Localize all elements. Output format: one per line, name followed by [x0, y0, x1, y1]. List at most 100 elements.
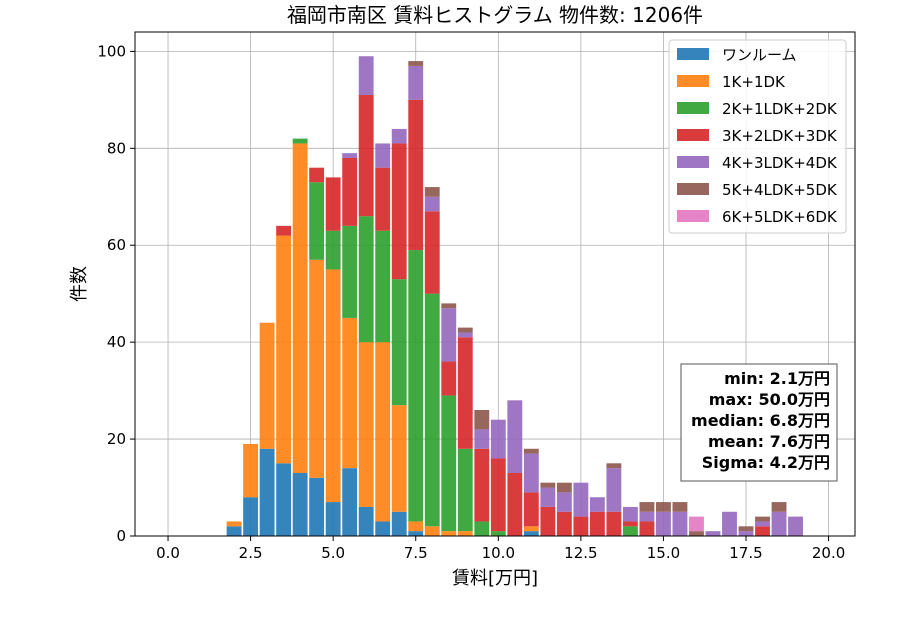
bar-series2-bin-16 — [490, 531, 506, 536]
bar-series5-bin-11 — [408, 61, 424, 66]
bar-series3-bin-5 — [309, 167, 325, 183]
bar-series0-bin-3 — [276, 463, 292, 536]
bar-series4-bin-15 — [474, 429, 490, 449]
legend-swatch-3 — [677, 129, 709, 141]
stats-max: max: 50.0万円 — [709, 390, 830, 409]
legend-swatch-0 — [677, 48, 709, 60]
bar-series2-bin-5 — [309, 182, 325, 260]
bar-series4-bin-24 — [622, 506, 638, 522]
x-tick-label-8: 20.0 — [812, 544, 845, 562]
bar-series4-bin-34 — [788, 516, 803, 536]
x-tick-label-7: 17.5 — [729, 544, 762, 562]
bar-series1-bin-18 — [523, 526, 539, 532]
bar-series5-bin-32 — [755, 516, 770, 522]
bar-series3-bin-19 — [540, 506, 556, 536]
bar-series5-bin-33 — [771, 502, 787, 512]
bar-series0-bin-11 — [408, 531, 424, 536]
bar-series4-bin-30 — [722, 511, 737, 536]
bar-series3-bin-9 — [375, 167, 391, 231]
x-tick-label-5: 12.5 — [564, 544, 597, 562]
bar-series5-bin-18 — [523, 448, 539, 454]
bar-series5-bin-20 — [556, 482, 572, 493]
bar-series3-bin-12 — [424, 211, 440, 294]
bar-series3-bin-10 — [391, 143, 407, 280]
bar-series3-bin-18 — [523, 492, 539, 527]
bar-series2-bin-6 — [325, 230, 341, 270]
bar-series1-bin-8 — [358, 342, 374, 507]
bar-series3-bin-13 — [441, 361, 457, 396]
bar-series3-bin-23 — [606, 511, 622, 536]
bar-series2-bin-4 — [292, 138, 308, 144]
bar-series3-bin-25 — [639, 521, 655, 536]
stats-median: median: 6.8万円 — [691, 411, 830, 430]
bar-series0-bin-18 — [523, 531, 539, 536]
y-axis-ticks: 0 20 40 60 80 100 — [97, 42, 135, 545]
x-tick-label-0: 0.0 — [156, 544, 180, 562]
bar-series4-bin-22 — [589, 497, 605, 512]
y-tick-label-2: 40 — [107, 333, 126, 351]
bar-series0-bin-4 — [292, 473, 308, 536]
legend-label-6: 6K+5LDK+6DK — [722, 208, 838, 226]
bar-series4-bin-14 — [457, 332, 473, 338]
bar-series1-bin-1 — [243, 443, 259, 498]
bar-series4-bin-26 — [656, 511, 671, 536]
x-tick-label-6: 15.0 — [647, 544, 680, 562]
bar-series4-bin-21 — [573, 482, 589, 517]
bar-series2-bin-14 — [457, 448, 473, 532]
y-tick-label-3: 60 — [107, 236, 126, 254]
bar-series1-bin-4 — [292, 143, 308, 473]
bar-series5-bin-27 — [672, 502, 688, 512]
stats-frame — [680, 363, 838, 482]
bar-series3-bin-20 — [556, 511, 572, 536]
bar-series4-bin-7 — [342, 153, 358, 158]
bar-series3-bin-14 — [457, 337, 473, 449]
bar-series4-bin-25 — [639, 511, 655, 522]
bar-series1-bin-3 — [276, 235, 292, 464]
legend: ワンルーム 1K+1DK 2K+1LDK+2DK 3K+2LDK+3DK 4K+3LDK… — [668, 39, 847, 234]
legend-swatch-1 — [677, 75, 709, 87]
bar-series5-bin-28 — [689, 531, 704, 536]
bar-series1-bin-0 — [226, 521, 242, 527]
bar-series1-bin-12 — [424, 526, 440, 536]
bar-series2-bin-10 — [391, 279, 407, 406]
bar-series5-bin-23 — [606, 463, 622, 469]
bar-series5-bin-15 — [474, 410, 490, 430]
bar-series5-bin-31 — [738, 526, 754, 532]
bar-series3-bin-32 — [755, 526, 770, 536]
bar-series1-bin-2 — [259, 322, 275, 449]
bar-series5-bin-13 — [441, 303, 457, 309]
bar-series0-bin-10 — [391, 511, 407, 536]
bar-series4-bin-13 — [441, 308, 457, 362]
bar-series0-bin-8 — [358, 506, 374, 536]
plot-frame — [134, 31, 856, 537]
bar-series1-bin-11 — [408, 521, 424, 532]
stats-box: min: 2.1万円 max: 50.0万円 median: 6.8万円 mea… — [680, 363, 838, 482]
y-tick-label-4: 80 — [107, 139, 126, 157]
bar-series0-bin-7 — [342, 468, 358, 536]
bar-series4-bin-20 — [556, 492, 572, 512]
legend-swatch-6 — [677, 210, 709, 222]
bar-series4-bin-11 — [408, 65, 424, 100]
bar-series1-bin-5 — [309, 259, 325, 478]
y-axis-label: 件数 — [69, 266, 90, 302]
x-tick-label-1: 2.5 — [239, 544, 263, 562]
bar-series4-bin-23 — [606, 468, 622, 512]
bar-series4-bin-12 — [424, 196, 440, 212]
bar-series0-bin-0 — [226, 526, 242, 536]
bar-series4-bin-17 — [507, 400, 523, 473]
bar-series1-bin-13 — [441, 531, 457, 536]
bar-series0-bin-9 — [375, 521, 391, 536]
bar-series3-bin-24 — [622, 521, 638, 527]
stats-mean: mean: 7.6万円 — [708, 432, 830, 451]
bar-series3-bin-22 — [589, 511, 605, 536]
bar-series2-bin-13 — [441, 395, 457, 532]
bar-series3-bin-6 — [325, 177, 341, 231]
bar-series3-bin-8 — [358, 95, 374, 217]
bar-series2-bin-24 — [622, 526, 638, 536]
legend-label-5: 5K+4LDK+5DK — [722, 181, 838, 199]
legend-swatch-4 — [677, 156, 709, 168]
bar-series0-bin-2 — [259, 448, 275, 536]
chart-title: 福岡市南区 賃料ヒストグラム 物件数: 1206件 — [287, 3, 703, 27]
y-tick-label-1: 20 — [107, 430, 126, 448]
